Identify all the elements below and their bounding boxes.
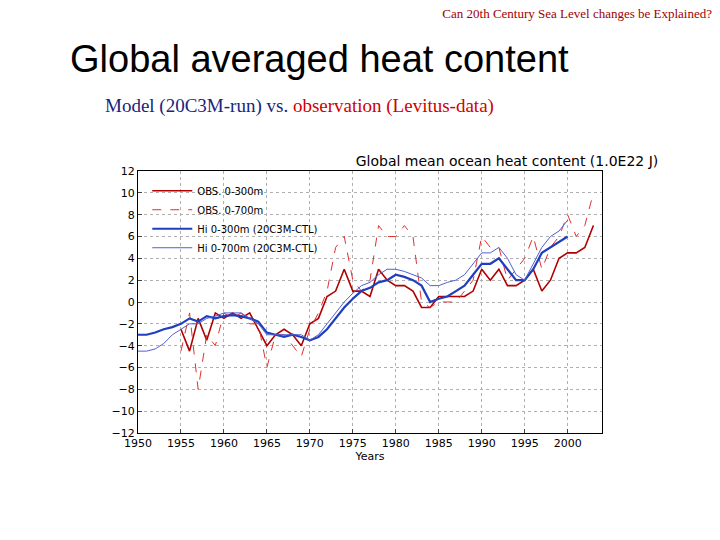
- svg-text:2000: 2000: [554, 437, 582, 450]
- svg-text:−6: −6: [119, 361, 135, 374]
- svg-text:1965: 1965: [253, 437, 281, 450]
- svg-text:Global mean ocean heat content: Global mean ocean heat content (1.0E22 J…: [356, 153, 659, 169]
- svg-text:1970: 1970: [296, 437, 324, 450]
- html-text:Global averaged heat content: Global averaged heat content: [70, 38, 569, 80]
- svg-text:Hi 0-300m (20C3M-CTL): Hi 0-300m (20C3M-CTL): [197, 224, 317, 235]
- svg-text:−8: −8: [119, 383, 135, 396]
- svg-text:Years: Years: [354, 450, 384, 463]
- svg-text:10: 10: [121, 187, 135, 200]
- svg-text:OBS. 0-300m: OBS. 0-300m: [197, 186, 263, 197]
- svg-text:4: 4: [128, 252, 135, 265]
- svg-text:−10: −10: [112, 405, 135, 418]
- html-text:Can 20th Century Sea Level cha: Can 20th Century Sea Level changes be Ex…: [442, 6, 712, 21]
- html-text:Model (20C3M-run) vs. observat: Model (20C3M-run) vs. observation (Levit…: [105, 95, 494, 116]
- svg-text:1960: 1960: [210, 437, 238, 450]
- svg-text:OBS. 0-700m: OBS. 0-700m: [197, 205, 263, 216]
- svg-text:1955: 1955: [167, 437, 195, 450]
- svg-text:1985: 1985: [425, 437, 453, 450]
- svg-text:1995: 1995: [511, 437, 539, 450]
- svg-text:−2: −2: [119, 318, 135, 331]
- svg-text:2: 2: [128, 274, 135, 287]
- svg-text:1950: 1950: [124, 437, 152, 450]
- svg-text:1990: 1990: [468, 437, 496, 450]
- svg-text:−4: −4: [119, 340, 135, 353]
- svg-text:8: 8: [128, 209, 135, 222]
- svg-text:0: 0: [128, 296, 135, 309]
- svg-text:−12: −12: [112, 427, 135, 440]
- svg-text:1975: 1975: [339, 437, 367, 450]
- svg-text:6: 6: [128, 230, 135, 243]
- svg-text:12: 12: [121, 165, 135, 178]
- svg-text:1980: 1980: [382, 437, 410, 450]
- svg-text:Hi 0-700m (20C3M-CTL): Hi 0-700m (20C3M-CTL): [197, 243, 317, 254]
